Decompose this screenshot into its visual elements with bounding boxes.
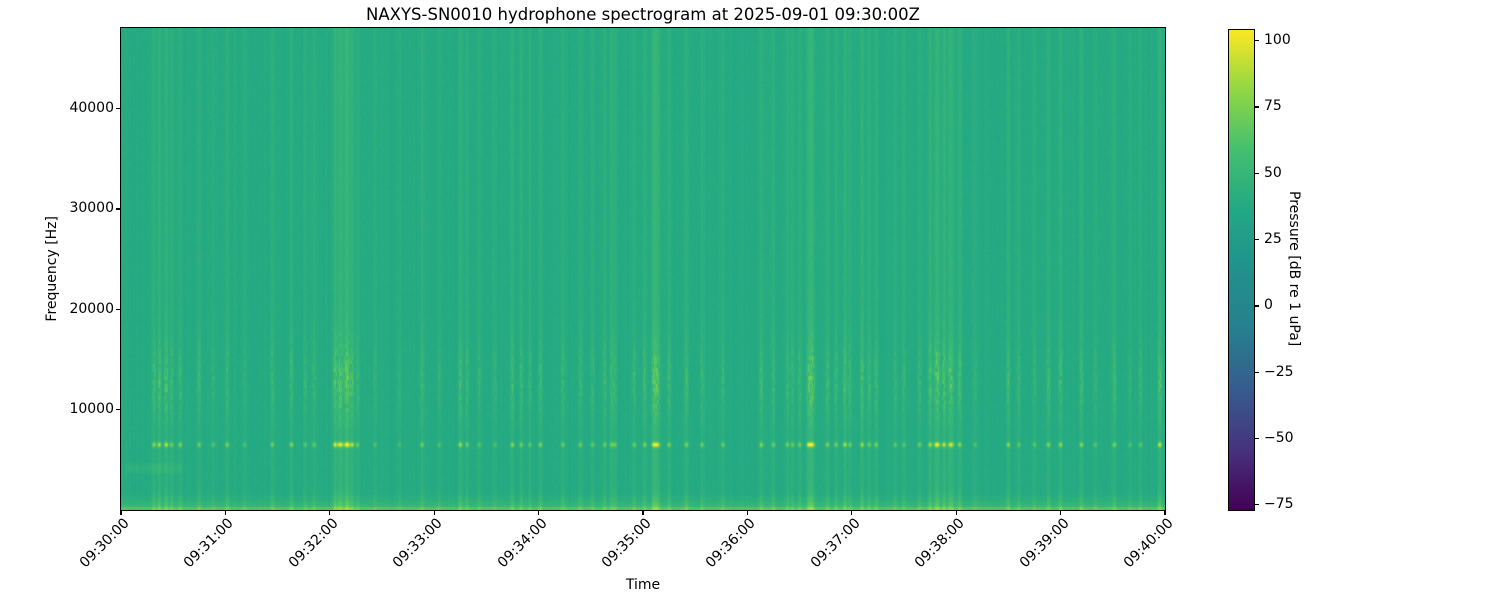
x-tick-label: 09:38:00 (912, 515, 968, 572)
x-tick-label: 09:39:00 (1016, 515, 1073, 572)
x-tick-mark (224, 511, 227, 515)
x-tick-mark (851, 511, 853, 515)
colorbar-tick-label: −50 (1264, 429, 1294, 446)
x-tick-label: 09:30:00 (76, 515, 133, 572)
x-tick-mark (1164, 511, 1166, 515)
y-tick-label: 20000 (69, 300, 114, 317)
colorbar-tick-mark (1255, 40, 1259, 42)
y-tick-mark (116, 308, 120, 310)
x-tick-mark (955, 511, 957, 515)
colorbar-tick-label: 100 (1264, 32, 1291, 49)
spectrogram-image (121, 28, 1165, 510)
x-tick-label: 09:32:00 (285, 515, 342, 572)
colorbar-tick-mark (1255, 504, 1259, 506)
y-tick-label: 30000 (69, 200, 114, 217)
colorbar-tick-mark (1255, 106, 1259, 108)
y-tick-mark (116, 107, 120, 110)
colorbar-tick-label: 0 (1264, 297, 1273, 314)
y-tick-mark (116, 208, 120, 210)
x-tick-label: 09:31:00 (181, 515, 237, 572)
x-tick-mark (642, 511, 644, 515)
colorbar-tick-mark (1255, 437, 1259, 440)
colorbar-tick-label: 75 (1264, 98, 1282, 115)
x-tick-mark (538, 511, 540, 515)
x-tick-label: 09:40:00 (1120, 515, 1177, 572)
x-tick-mark (1060, 511, 1062, 515)
colorbar-tick-mark (1255, 305, 1259, 307)
colorbar-tick-mark (1255, 371, 1259, 373)
y-tick-mark (116, 409, 120, 411)
colorbar-tick-label: −25 (1264, 363, 1294, 380)
y-tick-label: 40000 (69, 99, 114, 116)
colorbar-tick-label: 25 (1264, 231, 1282, 247)
x-tick-label: 09:35:00 (598, 515, 655, 572)
x-tick-label: 09:36:00 (703, 515, 759, 572)
colorbar-gradient (1228, 29, 1255, 511)
x-tick-label: 09:34:00 (494, 515, 551, 572)
x-tick-mark (433, 511, 435, 515)
colorbar-tick-label: −75 (1264, 496, 1294, 513)
x-tick-mark (120, 511, 122, 515)
plot-area (120, 27, 1166, 511)
y-tick-label: 10000 (69, 401, 114, 418)
colorbar-label: Pressure [dB re 1 uPa] (1286, 191, 1302, 347)
x-tick-label: 09:37:00 (807, 515, 864, 572)
x-tick-mark (746, 511, 749, 515)
x-tick-label: 09:33:00 (390, 515, 446, 572)
x-axis-label: Time (625, 577, 661, 593)
colorbar-tick-label: 50 (1264, 164, 1282, 181)
colorbar-tick-mark (1255, 172, 1259, 174)
colorbar-tick-mark (1255, 239, 1259, 241)
chart-title: NAXYS-SN0010 hydrophone spectrogram at 2… (366, 5, 920, 24)
x-tick-mark (329, 511, 331, 515)
